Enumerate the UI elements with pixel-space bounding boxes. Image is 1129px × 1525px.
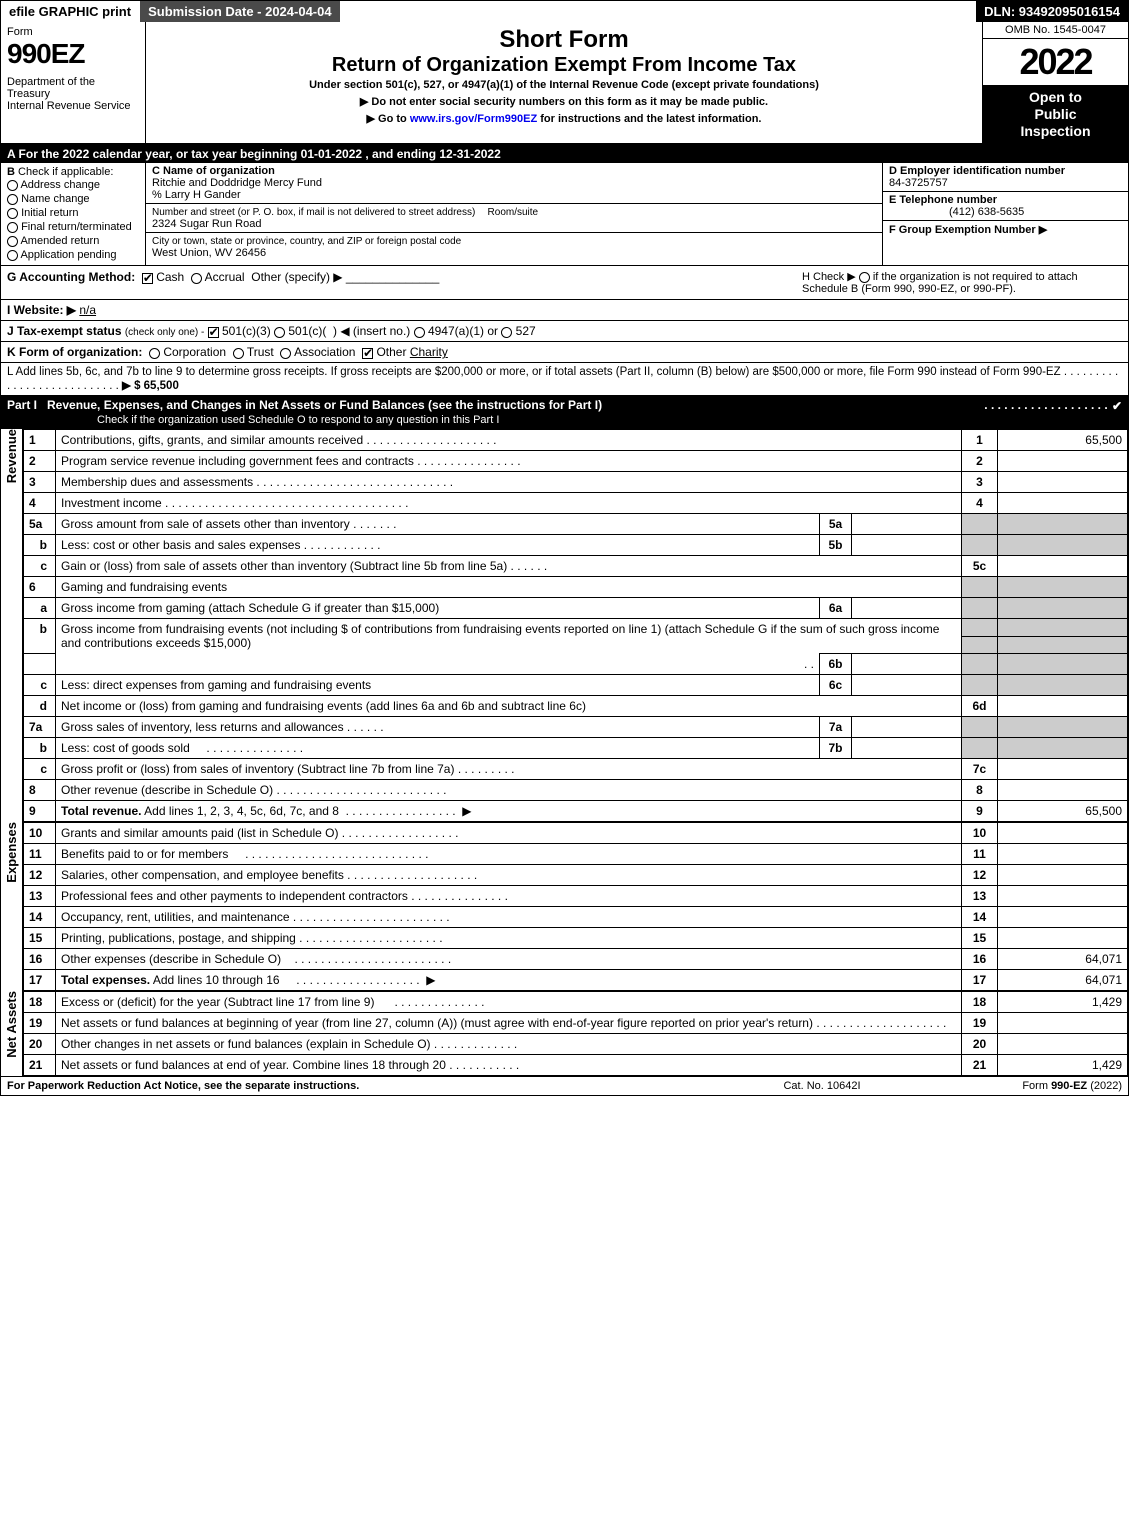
inspection-label: Open toPublicInspection <box>983 85 1128 143</box>
line-1-value: 65,500 <box>998 430 1128 451</box>
cb-pending[interactable]: Application pending <box>7 248 139 262</box>
form-header: Form 990EZ Department of the TreasuryInt… <box>1 22 1128 145</box>
part-i-title: Revenue, Expenses, and Changes in Net As… <box>47 398 425 412</box>
goto-link[interactable]: ▶ Go to www.irs.gov/Form990EZ for instru… <box>152 110 976 127</box>
cb-501c3[interactable] <box>208 327 219 338</box>
c-name-label: C Name of organization <box>152 165 275 177</box>
cb-other-org[interactable] <box>362 348 373 359</box>
other-org-value: Charity <box>410 345 448 359</box>
cb-corp[interactable] <box>149 348 160 359</box>
omb-number: OMB No. 1545-0047 <box>983 22 1128 39</box>
expenses-vlabel: Expenses <box>1 822 23 991</box>
org-name: Ritchie and Doddridge Mercy Fund <box>152 177 322 189</box>
i-website-label: I Website: ▶ <box>7 303 76 317</box>
form-word: Form <box>7 26 33 38</box>
cb-amended[interactable]: Amended return <box>7 234 139 248</box>
line-17-value: 64,071 <box>998 970 1128 991</box>
footer-right: Form 990-EZ (2022) <box>922 1080 1122 1092</box>
cb-501c[interactable] <box>274 327 285 338</box>
g-label: G Accounting Method: <box>7 270 135 284</box>
ein-value: 84-3725757 <box>889 177 948 189</box>
l-amount: ▶ $ 65,500 <box>122 380 179 392</box>
line-16-value: 64,071 <box>998 949 1128 970</box>
telephone: (412) 638-5635 <box>889 206 1024 218</box>
cb-trust[interactable] <box>233 348 244 359</box>
footer-center: Cat. No. 10642I <box>722 1080 922 1092</box>
k-label: K Form of organization: <box>7 345 142 359</box>
part-i-note: (see the instructions for Part I) <box>428 398 602 412</box>
street-address: 2324 Sugar Run Road <box>152 218 261 230</box>
h-label: H Check ▶ <box>802 271 856 283</box>
line-18-value: 1,429 <box>998 992 1128 1013</box>
efile-label[interactable]: efile GRAPHIC print <box>1 1 140 22</box>
room-label: Room/suite <box>488 207 539 218</box>
part-i-label: Part I <box>7 398 47 426</box>
cb-cash[interactable] <box>142 273 153 284</box>
city-label: City or town, state or province, country… <box>152 236 461 247</box>
website-value: n/a <box>79 303 96 317</box>
cb-initial-return[interactable]: Initial return <box>7 206 139 220</box>
netassets-table: 18Excess or (deficit) for the year (Subt… <box>23 991 1128 1076</box>
cb-h[interactable] <box>859 272 870 283</box>
cb-accrual[interactable] <box>191 273 202 284</box>
footer-left: For Paperwork Reduction Act Notice, see … <box>7 1080 722 1092</box>
d-ein-label: D Employer identification number <box>889 165 1065 177</box>
cb-schedule-o[interactable] <box>1111 401 1122 412</box>
row-a-calendar: A For the 2022 calendar year, or tax yea… <box>1 145 1128 163</box>
street-label: Number and street (or P. O. box, if mail… <box>152 207 475 218</box>
city-state-zip: West Union, WV 26456 <box>152 247 266 259</box>
expenses-table: 10Grants and similar amounts paid (list … <box>23 822 1128 991</box>
under-section: Under section 501(c), 527, or 4947(a)(1)… <box>152 77 976 93</box>
section-b-to-f: B Check if applicable: Address change Na… <box>1 163 1128 266</box>
part-i-header: Part I Revenue, Expenses, and Changes in… <box>1 395 1128 429</box>
ssn-warning: ▶ Do not enter social security numbers o… <box>152 93 976 110</box>
page-footer: For Paperwork Reduction Act Notice, see … <box>1 1076 1128 1095</box>
cb-assoc[interactable] <box>280 348 291 359</box>
department-label: Department of the TreasuryInternal Reven… <box>7 76 139 112</box>
tax-year: 2022 <box>983 39 1128 85</box>
cb-4947[interactable] <box>414 327 425 338</box>
j-label: J Tax-exempt status <box>7 324 122 338</box>
l-text: L Add lines 5b, 6c, and 7b to line 9 to … <box>7 366 1061 378</box>
return-title: Return of Organization Exempt From Incom… <box>152 54 976 77</box>
top-bar: efile GRAPHIC print Submission Date - 20… <box>1 1 1128 22</box>
f-group-label: F Group Exemption Number ▶ <box>889 224 1047 236</box>
revenue-vlabel: Revenue <box>1 429 23 822</box>
cb-address-change[interactable]: Address change <box>7 178 139 192</box>
part-i-check: Check if the organization used Schedule … <box>47 414 499 426</box>
e-tel-label: E Telephone number <box>889 194 997 206</box>
cb-final-return[interactable]: Final return/terminated <box>7 220 139 234</box>
row-g-h: G Accounting Method: Cash Accrual Other … <box>1 266 1128 299</box>
form-number: 990EZ <box>7 38 85 69</box>
j-note: (check only one) - <box>125 327 204 338</box>
submission-date: Submission Date - 2024-04-04 <box>140 1 341 22</box>
line-9-value: 65,500 <box>998 801 1128 822</box>
short-form-title: Short Form <box>152 26 976 54</box>
line-21-value: 1,429 <box>998 1055 1128 1076</box>
care-of: % Larry H Gander <box>152 189 241 201</box>
cb-527[interactable] <box>501 327 512 338</box>
netassets-vlabel: Net Assets <box>1 991 23 1076</box>
check-applicable: Check if applicable: <box>18 166 113 178</box>
revenue-table: 1Contributions, gifts, grants, and simil… <box>23 429 1128 822</box>
cb-name-change[interactable]: Name change <box>7 192 139 206</box>
dln-label: DLN: 93492095016154 <box>976 1 1128 22</box>
